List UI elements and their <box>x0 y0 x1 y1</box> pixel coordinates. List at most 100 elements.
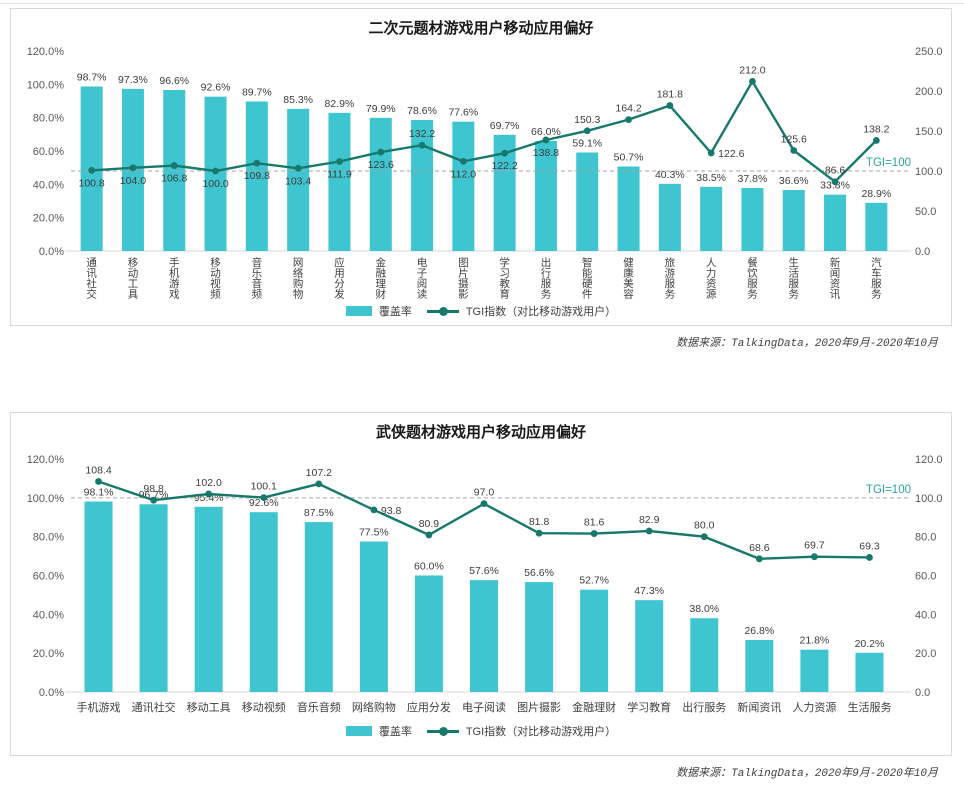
tgi-value-label: 69.3 <box>859 540 880 552</box>
coverage-bar-value-label: 21.8% <box>800 635 830 647</box>
coverage-bar-value-label: 40.3% <box>655 169 685 181</box>
right-axis-tick-label: 50.0 <box>915 206 936 218</box>
coverage-bar <box>369 117 392 251</box>
tgi-line-point <box>625 116 632 124</box>
coverage-bar <box>534 141 557 251</box>
tgi-line-point <box>755 555 763 563</box>
category-label: 网络购物 <box>293 257 304 301</box>
coverage-bar <box>163 90 186 251</box>
coverage-bar-value-label: 92.6% <box>201 82 231 94</box>
page-top-divider <box>0 3 964 4</box>
coverage-bar <box>304 522 333 692</box>
tgi-legend-label: TGI指数（对比移动游戏用户） <box>465 306 617 318</box>
coverage-bar-value-label: 82.9% <box>325 98 355 110</box>
tgi-line-point <box>501 149 509 157</box>
tgi-line-point <box>425 531 433 539</box>
tgi-value-label: 80.9 <box>419 518 440 530</box>
coverage-bar-value-label: 28.9% <box>861 188 891 200</box>
coverage-bar-value-label: 50.7% <box>614 152 644 164</box>
tgi-value-label: 150.3 <box>574 114 600 126</box>
category-label: 汽车服务 <box>871 256 882 301</box>
coverage-bar <box>690 618 719 692</box>
tgi-line-point <box>205 490 213 498</box>
tgi-value-label: 82.9 <box>639 514 660 526</box>
tgi-value-label: 100.0 <box>202 178 228 190</box>
tgi-value-label: 108.4 <box>85 465 111 477</box>
tgi-value-label: 100.1 <box>251 481 277 493</box>
coverage-bar <box>328 112 351 251</box>
coverage-bar <box>249 512 278 692</box>
category-label: 新闻资讯 <box>830 256 841 301</box>
right-axis-tick-label: 0.0 <box>915 687 930 699</box>
tgi-line-point <box>95 478 102 485</box>
tgi-value-label: 81.8 <box>529 516 550 528</box>
tgi-line <box>91 79 878 184</box>
tgi-value-label: 138.2 <box>863 123 889 135</box>
tgi-line-point <box>542 136 550 144</box>
tgi-value-label: 123.6 <box>368 159 394 171</box>
tgi-line-point <box>129 164 137 172</box>
category-label: 移动视频 <box>210 256 221 301</box>
legend-wuxia: 覆盖率 TGI指数（对比移动游戏用户） <box>11 723 951 739</box>
tgi-value-label: 112.0 <box>451 168 477 180</box>
tgi-legend-dot-icon <box>438 306 448 316</box>
tgi-line-point <box>480 500 488 508</box>
category-label: 通讯社交 <box>86 257 97 301</box>
tgi-line-point <box>535 529 543 537</box>
coverage-bar <box>139 504 168 692</box>
coverage-bar <box>824 194 847 251</box>
category-label: 人力资源 <box>706 257 717 301</box>
coverage-bar-value-label: 38.0% <box>689 603 719 615</box>
tgi-value-label: 111.9 <box>327 168 352 180</box>
tgi-value-label: 125.6 <box>781 134 807 146</box>
tgi-value-label: 181.8 <box>657 89 683 101</box>
coverage-bar-value-label: 37.8% <box>738 173 768 185</box>
coverage-bar <box>617 166 640 251</box>
category-label: 图片摄影 <box>517 700 561 714</box>
category-label: 学习教育 <box>499 256 510 301</box>
tgi-line-point <box>212 167 219 175</box>
category-label: 金融理财 <box>376 256 387 301</box>
category-label: 电子阅读 <box>462 700 506 714</box>
category-label: 移动工具 <box>128 256 139 301</box>
category-label: 音乐音频 <box>297 700 341 714</box>
coverage-bar-value-label: 57.6% <box>469 565 499 577</box>
coverage-bar-value-label: 97.3% <box>118 74 148 86</box>
right-axis-tick-label: 250.0 <box>915 46 943 58</box>
left-axis-tick-label: 40.0% <box>33 179 64 191</box>
right-axis-tick-label: 100.0 <box>915 166 943 178</box>
tgi-line-point <box>88 166 96 174</box>
chart-canvas-anime: 0.0% 20.0% 40.0% 60.0% 80.0% 100.0% 120.0% 0.0 5… <box>27 46 943 301</box>
coverage-bar-value-label: 77.5% <box>359 527 389 539</box>
tgi-value-label: 106.8 <box>161 173 187 185</box>
tgi-value-label: 93.8 <box>381 505 402 517</box>
coverage-bar <box>745 639 774 692</box>
left-axis-tick-label: 120.0% <box>27 46 65 58</box>
coverage-bar-value-label: 60.0% <box>414 561 444 573</box>
coverage-bar-value-label: 38.5% <box>696 172 726 184</box>
coverage-bar-value-label: 96.6% <box>159 75 189 87</box>
coverage-bar <box>452 121 475 252</box>
left-axis-tick-label: 20.0% <box>33 648 64 660</box>
tgi-value-label: 109.8 <box>244 170 270 182</box>
category-label: 应用分发 <box>334 256 345 301</box>
tgi-legend-dot-icon <box>438 726 448 736</box>
tgi-line-point <box>831 178 839 186</box>
coverage-bar-value-label: 26.8% <box>744 625 774 637</box>
coverage-bar <box>741 188 764 251</box>
tgi-line-point <box>260 494 268 502</box>
category-label: 出行服务 <box>541 256 552 301</box>
coverage-bar <box>414 575 443 692</box>
coverage-bar-value-label: 89.7% <box>242 87 272 99</box>
coverage-bar <box>782 190 805 251</box>
tgi-value-label: 81.6 <box>584 517 605 529</box>
category-label: 健康美容 <box>623 257 634 301</box>
tgi-value-label: 212.0 <box>739 64 765 76</box>
tgi-value-label: 132.2 <box>409 128 435 140</box>
tgi-value-label: 164.2 <box>615 103 641 115</box>
coverage-bar-value-label: 52.7% <box>579 575 609 587</box>
tgi-value-label: 100.8 <box>79 177 105 189</box>
tgi-value-label: 122.6 <box>718 148 744 160</box>
tgi-value-label: 86.6 <box>825 165 846 177</box>
